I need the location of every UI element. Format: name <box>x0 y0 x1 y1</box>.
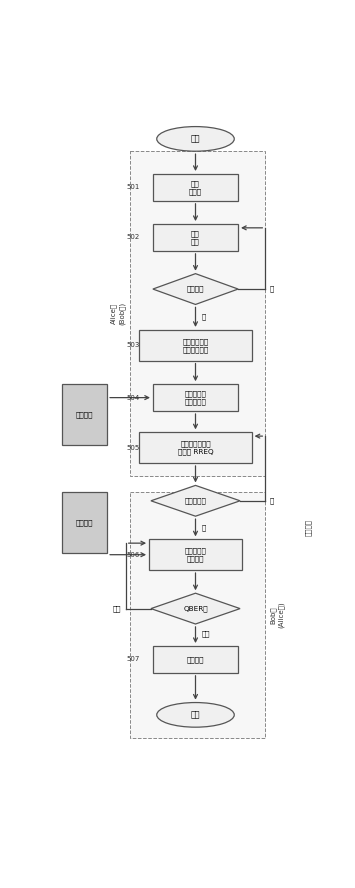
Text: 太大: 太大 <box>113 606 121 612</box>
Text: 认证成功: 认证成功 <box>187 286 204 292</box>
Bar <box>139 432 252 463</box>
Text: 用户发送路由请
求消息 RREQ: 用户发送路由请 求消息 RREQ <box>178 440 213 455</box>
Polygon shape <box>153 274 238 305</box>
Bar <box>149 539 242 570</box>
Text: 量子
密鑰: 量子 密鑰 <box>191 230 200 245</box>
Bar <box>62 384 107 446</box>
Text: 504: 504 <box>127 394 140 400</box>
Text: 501: 501 <box>127 185 140 190</box>
Polygon shape <box>151 486 240 516</box>
Text: 是: 是 <box>202 313 206 321</box>
Bar <box>130 492 265 738</box>
Bar <box>153 385 238 411</box>
Text: 否: 否 <box>270 286 274 292</box>
Text: 502: 502 <box>127 234 140 241</box>
Bar <box>139 329 252 361</box>
Polygon shape <box>151 593 240 624</box>
Text: 对消息进行
验证处理: 对消息进行 验证处理 <box>185 547 207 562</box>
Bar <box>153 224 238 251</box>
Text: 开始: 开始 <box>191 134 200 143</box>
Text: 结束: 结束 <box>191 710 200 719</box>
Text: 505: 505 <box>127 445 140 451</box>
Text: 接收到消息: 接收到消息 <box>185 497 207 504</box>
Text: 507: 507 <box>127 656 140 662</box>
Text: 503: 503 <box>127 342 140 348</box>
Bar <box>153 646 238 673</box>
Text: 经典信道: 经典信道 <box>76 411 93 418</box>
Bar <box>62 492 107 553</box>
Text: 是: 是 <box>202 525 206 531</box>
Text: QBER检: QBER检 <box>183 606 208 612</box>
Text: 量子信道: 量子信道 <box>76 519 93 526</box>
Bar <box>130 151 265 476</box>
Text: 传输密鑰绑定
和地址的消息: 传输密鑰绑定 和地址的消息 <box>182 338 209 353</box>
Text: Alice端
(Bob端): Alice端 (Bob端) <box>111 302 125 325</box>
Ellipse shape <box>157 127 234 151</box>
Bar <box>153 174 238 201</box>
Ellipse shape <box>157 702 234 727</box>
Text: 否: 否 <box>270 497 274 504</box>
Text: Bob端
(Alice端): Bob端 (Alice端) <box>269 601 284 628</box>
Text: 切换信道: 切换信道 <box>305 519 311 536</box>
Text: 密鑰生成: 密鑰生成 <box>187 656 204 662</box>
Text: 回复用户地
址绑定消息: 回复用户地 址绑定消息 <box>185 390 207 405</box>
Text: 系统
初始化: 系统 初始化 <box>189 180 202 194</box>
Text: 506: 506 <box>127 551 140 558</box>
Text: 过大: 过大 <box>202 630 210 638</box>
